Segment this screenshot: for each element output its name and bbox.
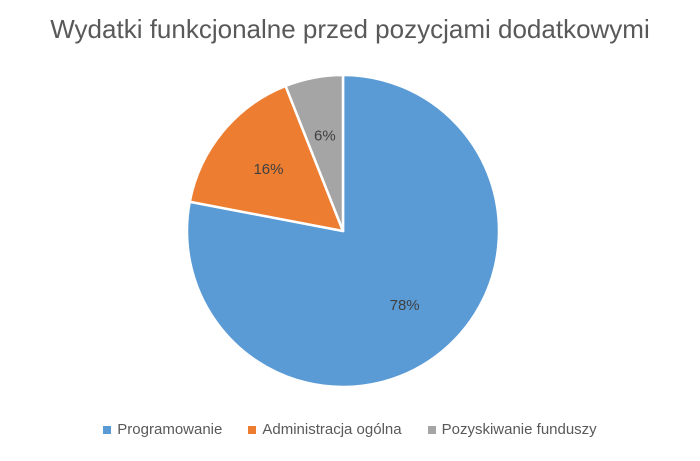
data-label-programowanie: 78% bbox=[390, 297, 420, 314]
legend-item-pozyskiwanie: Pozyskiwanie funduszy bbox=[427, 421, 597, 438]
legend-item-programowanie: Programowanie bbox=[103, 421, 222, 438]
legend-swatch-programowanie bbox=[103, 425, 112, 434]
legend-swatch-administracja bbox=[248, 425, 257, 434]
chart-title: Wydatki funkcjonalne przed pozycjami dod… bbox=[50, 14, 650, 44]
legend-item-administracja: Administracja ogólna bbox=[248, 421, 402, 438]
legend-label-pozyskiwanie: Pozyskiwanie funduszy bbox=[441, 421, 597, 438]
pie-slice-programowanie bbox=[185, 73, 501, 389]
legend: Programowanie Administracja ogólna Pozys… bbox=[0, 421, 700, 438]
pie-slice-administracja bbox=[188, 84, 345, 233]
legend-label-programowanie: Programowanie bbox=[117, 421, 223, 438]
pie-slice-pozyskiwanie bbox=[284, 73, 345, 233]
data-label-pozyskiwanie: 6% bbox=[314, 127, 336, 144]
legend-label-administracja: Administracja ogólna bbox=[262, 421, 402, 438]
data-label-administracja: 16% bbox=[253, 161, 283, 178]
legend-swatch-pozyskiwanie bbox=[427, 425, 436, 434]
pie-chart: 78% 16% 6% bbox=[185, 73, 501, 389]
